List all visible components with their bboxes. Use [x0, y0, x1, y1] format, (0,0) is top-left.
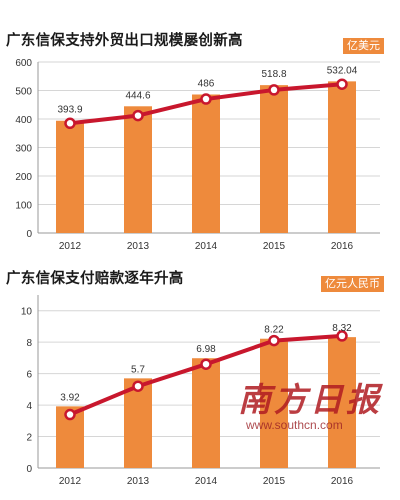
- watermark-url: www.southcn.com: [246, 418, 343, 432]
- bar-2012: [56, 120, 84, 233]
- y-tick-label: 100: [15, 201, 32, 212]
- data-label: 5.7: [131, 364, 145, 375]
- data-label: 393.9: [57, 105, 82, 116]
- bar-2013: [124, 106, 152, 233]
- y-tick-label: 8: [26, 338, 32, 349]
- chart-2-claims-paid: 0 2 4 6 8 10 2012 2013 2014 2015 2016 3.92 5.7 6.98 8.…: [21, 295, 380, 487]
- trend-marker-2012: [64, 408, 76, 421]
- x-tick-label: 2015: [263, 241, 286, 252]
- y-tick-label: 0: [26, 229, 32, 240]
- x-tick-label: 2016: [331, 241, 354, 252]
- data-label: 444.6: [125, 90, 150, 101]
- y-tick-label: 200: [15, 172, 32, 183]
- chart-1-title: 广东信保支持外贸出口规模屡创新高: [6, 33, 243, 49]
- data-label: 6.98: [196, 344, 216, 355]
- y-tick-label: 600: [15, 58, 32, 69]
- bar-2015: [260, 338, 288, 468]
- x-tick-label: 2014: [195, 476, 218, 487]
- chart-2-unit-badge: 亿元人民币: [321, 276, 384, 292]
- y-tick-label: 300: [15, 144, 32, 155]
- trend-marker-2013: [132, 380, 144, 392]
- bar-2015: [260, 85, 288, 233]
- data-label: 532.04: [327, 65, 358, 76]
- bar-2014: [192, 94, 220, 233]
- trend-marker-2016: [336, 78, 348, 90]
- bar-2013: [124, 378, 152, 468]
- y-tick-label: 0: [26, 464, 32, 475]
- y-tick-label: 2: [26, 433, 32, 444]
- y-tick-label: 4: [26, 401, 32, 412]
- watermark-logo: 南方日报: [238, 380, 382, 419]
- data-label: 8.22: [264, 325, 284, 336]
- chart-2-title: 广东信保支付赔款逐年升高: [6, 271, 184, 287]
- trend-marker-2016: [336, 330, 348, 342]
- y-tick-label: 10: [21, 307, 33, 318]
- chart-1-unit-badge: 亿美元: [343, 38, 384, 54]
- x-tick-label: 2013: [127, 241, 150, 252]
- y-tick-label: 500: [15, 87, 32, 98]
- x-tick-label: 2012: [59, 241, 82, 252]
- trend-marker-2014: [200, 358, 212, 370]
- x-tick-label: 2013: [127, 476, 150, 487]
- x-tick-label: 2016: [331, 476, 354, 487]
- trend-marker-2013: [132, 109, 144, 122]
- y-tick-label: 400: [15, 115, 32, 126]
- x-tick-label: 2012: [59, 476, 82, 487]
- bar-2016: [328, 81, 356, 234]
- x-tick-label: 2014: [195, 241, 218, 252]
- data-label: 518.8: [261, 69, 286, 80]
- trend-marker-2015: [268, 84, 280, 96]
- trend-marker-2012: [64, 117, 76, 130]
- data-label: 8.32: [332, 323, 352, 334]
- trend-marker-2014: [200, 93, 212, 105]
- bar-2016: [328, 337, 356, 468]
- trend-marker-2015: [268, 334, 280, 347]
- bar-2014: [192, 358, 220, 468]
- chart-1-export-scale: 0 100 200 300 400 500 600 2012 2013 2014 2015 2016 3…: [15, 58, 380, 252]
- y-tick-label: 6: [26, 370, 32, 381]
- x-tick-label: 2015: [263, 476, 286, 487]
- data-label: 486: [198, 78, 215, 89]
- data-label: 3.92: [60, 392, 80, 403]
